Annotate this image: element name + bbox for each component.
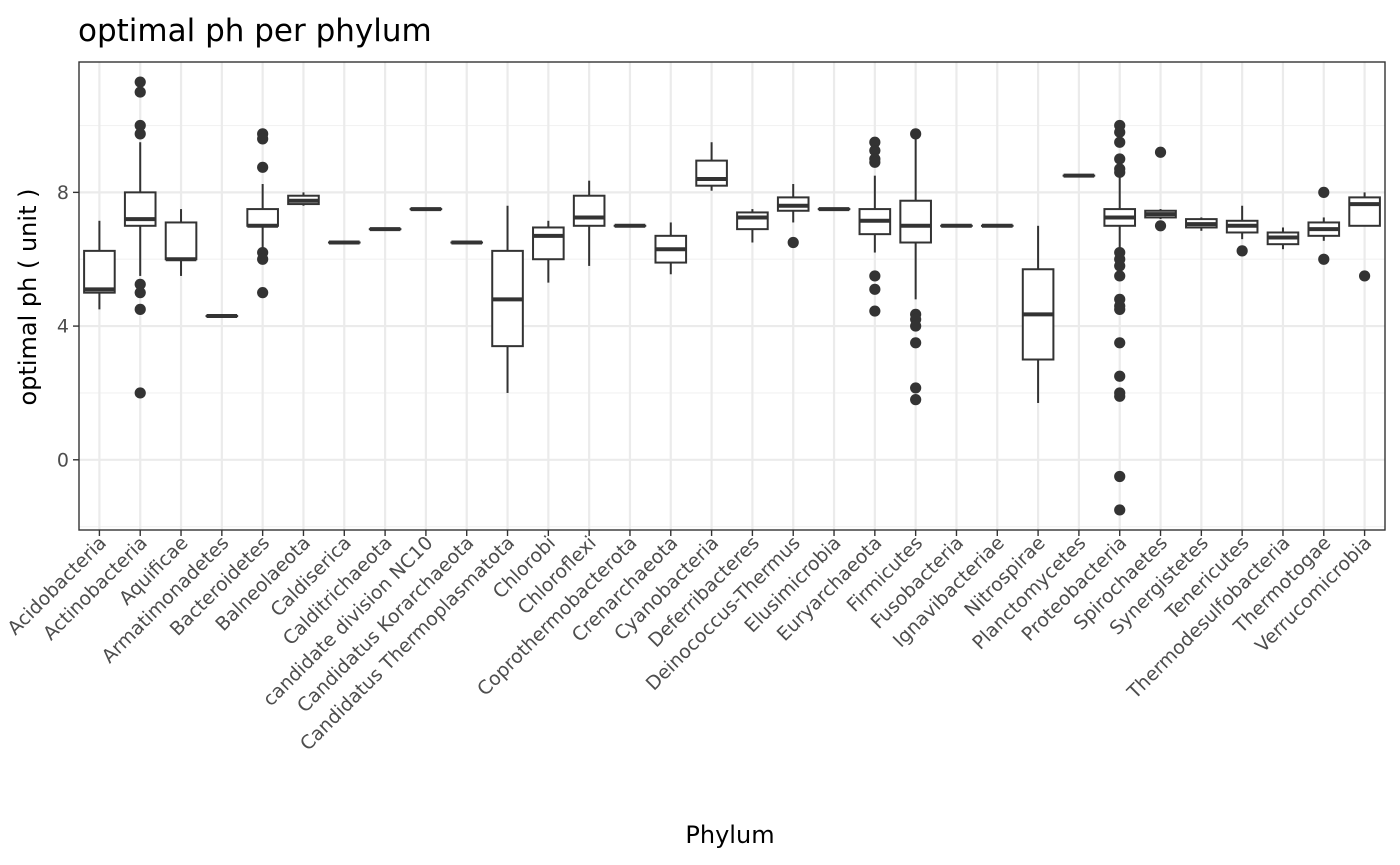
box-candidatus-thermoplasmatota	[491, 205, 524, 393]
box-cyanobacteria	[695, 142, 728, 191]
outlier-point	[1114, 126, 1126, 138]
outlier-point	[869, 144, 881, 157]
outlier-point	[257, 161, 269, 173]
plot-panel	[79, 62, 1385, 530]
outlier-point	[134, 303, 146, 315]
panel-background	[79, 62, 1385, 530]
box-verrucomicrobia	[1348, 192, 1381, 282]
outlier-point	[1154, 220, 1167, 232]
outlier-point	[910, 382, 922, 394]
outlier-point	[1318, 253, 1330, 265]
box-iqr	[246, 208, 279, 227]
outlier-point	[910, 320, 922, 332]
outlier-point	[134, 287, 146, 299]
outlier-point	[134, 278, 146, 290]
box-firmicutes	[899, 128, 932, 406]
box-balneolaeota	[287, 192, 320, 206]
outlier-point	[910, 337, 922, 349]
outlier-point	[869, 270, 881, 282]
panel-frame	[78, 61, 1386, 531]
outlier-point	[1358, 270, 1371, 282]
box-proteobacteria	[1103, 119, 1137, 516]
box-chloroflexi	[572, 180, 606, 266]
outlier-point	[1114, 166, 1126, 178]
box-iqr	[899, 199, 932, 244]
box-bacteroidetes	[246, 128, 279, 299]
outlier-point	[869, 305, 881, 317]
y-axis: 0 4 8	[57, 182, 79, 471]
outlier-point	[869, 283, 881, 295]
box-thermodesulfobacteria	[1266, 227, 1300, 250]
outlier-point	[787, 236, 799, 249]
outlier-point	[134, 86, 146, 98]
y-tick-label: 0	[57, 449, 69, 471]
outlier-point	[1114, 390, 1126, 402]
outlier-point	[910, 394, 922, 406]
outlier-point	[1154, 146, 1167, 158]
outlier-point	[257, 287, 269, 299]
outlier-point	[1114, 504, 1126, 516]
box-iqr	[572, 194, 606, 227]
outlier-point	[1114, 470, 1126, 483]
box-crenarchaeota	[654, 222, 688, 275]
grid-lines	[79, 62, 1385, 530]
outlier-point	[1114, 337, 1126, 349]
outlier-point	[134, 76, 146, 88]
box-iqr	[1348, 196, 1381, 227]
outlier-point	[134, 119, 146, 132]
boxes-layer	[83, 76, 1381, 516]
outlier-point	[1318, 186, 1330, 198]
outlier-point	[1236, 245, 1248, 257]
box-aquificae	[164, 209, 198, 276]
x-axis: AcidobacteriaActinobacteriaAquificaeArma…	[3, 530, 1376, 755]
box-chlorobi	[532, 220, 565, 283]
box-actinobacteria	[123, 76, 157, 399]
box-spirochaetes	[1144, 146, 1177, 232]
outlier-point	[1114, 303, 1126, 315]
outlier-point	[1114, 136, 1126, 148]
box-iqr	[695, 159, 728, 187]
outlier-point	[257, 253, 269, 265]
box-iqr	[736, 211, 769, 231]
outlier-point	[257, 133, 269, 145]
outlier-point	[134, 387, 146, 399]
outlier-point	[1114, 153, 1126, 165]
outlier-point	[1114, 260, 1126, 272]
box-tenericutes	[1225, 205, 1259, 257]
box-acidobacteria	[83, 220, 116, 310]
chart-title: optimal ph per phylum	[78, 13, 432, 49]
box-iqr	[164, 221, 198, 261]
y-tick-label: 4	[57, 316, 69, 338]
outlier-point	[869, 136, 881, 148]
panel-border	[78, 61, 1386, 531]
outlier-point	[869, 156, 881, 168]
box-euryarchaeota	[858, 136, 892, 317]
box-nitrospirae	[1021, 225, 1055, 403]
y-axis-title: optimal ph ( unit )	[14, 189, 42, 406]
box-synergistetes	[1185, 217, 1218, 231]
box-iqr	[532, 226, 565, 261]
outlier-point	[1114, 370, 1126, 382]
box-deferribacteres	[736, 209, 769, 243]
outlier-point	[910, 128, 922, 140]
outlier-point	[1114, 270, 1126, 282]
box-thermotogae	[1307, 186, 1341, 265]
y-tick-label: 8	[57, 182, 69, 204]
box-iqr	[83, 249, 116, 294]
x-axis-title: Phylum	[685, 821, 774, 849]
outlier-point	[134, 128, 146, 140]
box-deinococcus-thermus	[776, 184, 810, 249]
